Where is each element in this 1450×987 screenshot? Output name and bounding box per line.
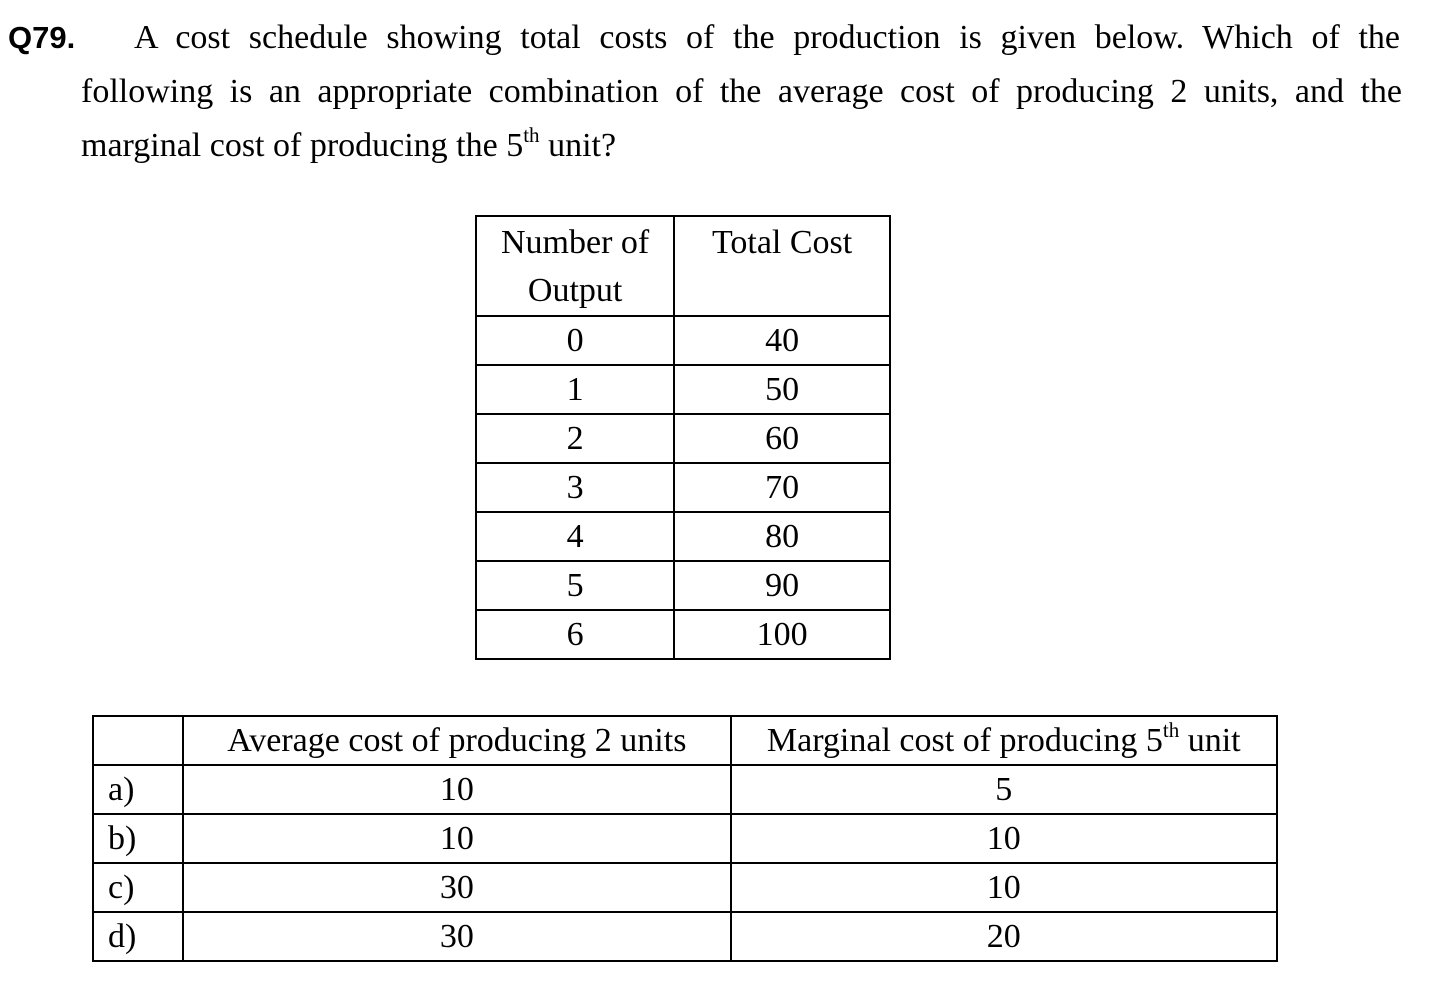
cost-table-header-row: Number of Output Total Cost	[474, 215, 891, 317]
options-header-row: Average cost of producing 2 units Margin…	[91, 715, 1279, 766]
question-number: Q79.	[8, 20, 76, 55]
ordinal-suffix: th	[1162, 718, 1180, 742]
average-cost-cell: 10	[182, 764, 732, 815]
total-cost-cell: 50	[673, 364, 891, 415]
total-cost-cell: 80	[673, 511, 891, 562]
marginal-cost-cell: 10	[729, 813, 1279, 864]
table-row: 6 100	[474, 609, 891, 660]
average-cost-cell: 30	[182, 862, 732, 913]
header-total-cost: Total Cost	[673, 215, 891, 317]
header-marginal-cost-start: Marginal cost of producing 5	[766, 722, 1163, 759]
question-text-line-3-end: unit?	[539, 127, 617, 164]
cost-schedule-table: Number of Output Total Cost 0 40 1 50 2 …	[474, 215, 891, 660]
header-marginal-cost-end: unit	[1179, 722, 1241, 759]
option-label: c)	[91, 862, 185, 913]
question-text-line-3-start: marginal cost of producing the 5	[81, 127, 524, 164]
output-cell: 5	[474, 560, 676, 611]
option-row-d[interactable]: d) 30 20	[91, 911, 1279, 962]
question-text-line-3: marginal cost of producing the 5th unit?	[81, 123, 617, 166]
table-row: 0 40	[474, 315, 891, 366]
option-row-c[interactable]: c) 30 10	[91, 862, 1279, 913]
output-cell: 6	[474, 609, 676, 660]
total-cost-cell: 60	[673, 413, 891, 464]
question-text-line-1: A cost schedule showing total costs of t…	[134, 19, 1400, 56]
average-cost-cell: 30	[182, 911, 732, 962]
option-row-a[interactable]: a) 10 5	[91, 764, 1279, 815]
option-label: d)	[91, 911, 185, 962]
output-cell: 0	[474, 315, 676, 366]
option-label: a)	[91, 764, 185, 815]
output-cell: 3	[474, 462, 676, 513]
table-row: 3 70	[474, 462, 891, 513]
marginal-cost-cell: 5	[729, 764, 1279, 815]
table-row: 2 60	[474, 413, 891, 464]
header-number-of-output: Number of Output	[474, 215, 676, 317]
output-cell: 4	[474, 511, 676, 562]
average-cost-cell: 10	[182, 813, 732, 864]
output-cell: 2	[474, 413, 676, 464]
header-option-label	[91, 715, 185, 766]
ordinal-suffix: th	[523, 123, 540, 147]
total-cost-cell: 90	[673, 560, 891, 611]
answer-options-table: Average cost of producing 2 units Margin…	[91, 715, 1279, 962]
marginal-cost-cell: 20	[729, 911, 1279, 962]
total-cost-cell: 100	[673, 609, 891, 660]
header-average-cost: Average cost of producing 2 units	[182, 715, 732, 766]
table-row: 4 80	[474, 511, 891, 562]
option-row-b[interactable]: b) 10 10	[91, 813, 1279, 864]
question-text-line-2: following is an appropriate combination …	[81, 73, 1402, 110]
output-cell: 1	[474, 364, 676, 415]
table-row: 1 50	[474, 364, 891, 415]
total-cost-cell: 70	[673, 462, 891, 513]
total-cost-cell: 40	[673, 315, 891, 366]
marginal-cost-cell: 10	[729, 862, 1279, 913]
table-row: 5 90	[474, 560, 891, 611]
option-label: b)	[91, 813, 185, 864]
header-marginal-cost: Marginal cost of producing 5th unit	[729, 715, 1279, 766]
